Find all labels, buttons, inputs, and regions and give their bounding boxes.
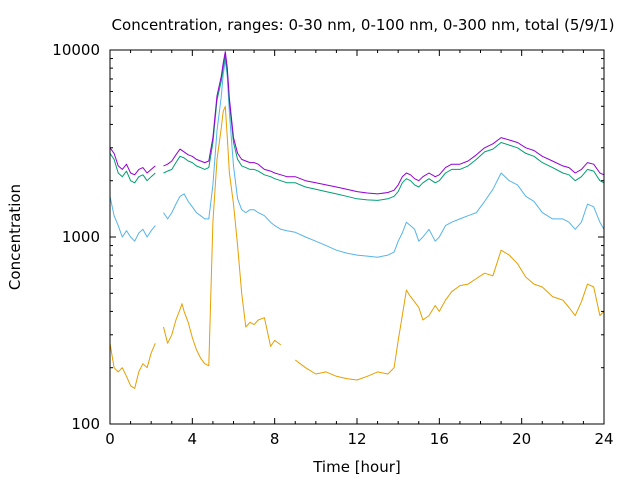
x-tick-label: 0 <box>105 430 115 448</box>
y-tick-label: 100 <box>71 415 100 433</box>
plot-frame <box>109 49 605 425</box>
x-tick-label: 4 <box>188 430 198 448</box>
series-line-4 <box>109 51 605 195</box>
series-line-2 <box>109 59 605 258</box>
series-line-1 <box>109 105 605 389</box>
series-layer <box>109 51 605 389</box>
x-axis-label: Time [hour] <box>312 458 401 476</box>
x-tick-label: 16 <box>430 430 449 448</box>
y-axis-label: Concentration <box>6 184 24 290</box>
x-tick-label: 12 <box>347 430 366 448</box>
x-tick-label: 8 <box>270 430 280 448</box>
series-line-3 <box>109 55 605 201</box>
x-tick-label: 20 <box>512 430 531 448</box>
chart-title: Concentration, ranges: 0-30 nm, 0-100 nm… <box>112 16 615 34</box>
x-tick-label: 24 <box>594 430 613 448</box>
tick-layer: 0 4 8 12 16 20 24 100 1000 10000 <box>52 41 613 448</box>
y-tick-label: 10000 <box>52 41 100 59</box>
y-tick-label: 1000 <box>62 228 100 246</box>
